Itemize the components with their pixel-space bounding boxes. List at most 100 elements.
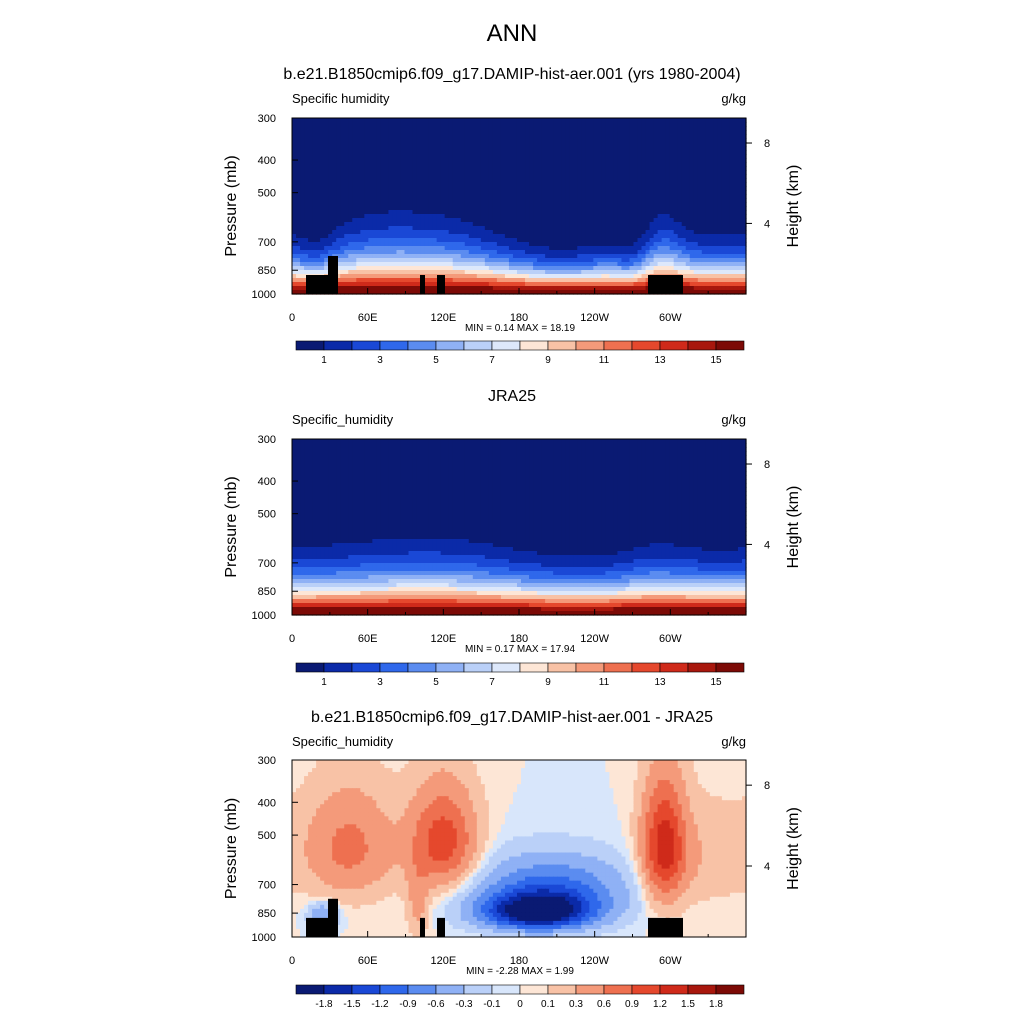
field-cell: [392, 138, 398, 143]
field-cell: [480, 254, 486, 259]
field-cell: [376, 170, 381, 175]
field-cell: [649, 162, 655, 167]
field-cell: [432, 186, 438, 191]
field-cell: [717, 226, 723, 231]
field-cell: [701, 130, 707, 135]
field-cell: [484, 258, 490, 263]
field-cell: [380, 262, 386, 267]
field-cell: [529, 270, 534, 275]
field-cell: [701, 250, 707, 255]
field-cell: [705, 222, 711, 227]
field-cell: [673, 222, 679, 227]
field-cell: [296, 234, 301, 239]
field-cell: [368, 170, 373, 175]
field-cell: [713, 262, 719, 267]
field-cell: [396, 190, 402, 195]
field-cell: [460, 226, 466, 231]
field-cell: [537, 274, 542, 279]
field-cell: [440, 254, 446, 259]
field-cell: [420, 190, 426, 195]
field-cell: [416, 254, 422, 259]
field-cell: [372, 174, 377, 179]
field-cell: [689, 282, 695, 287]
field-cell: [585, 206, 590, 211]
field-cell: [597, 178, 602, 183]
field-cell: [468, 230, 474, 235]
field-cell: [392, 238, 398, 243]
field-cell: [324, 178, 329, 183]
field-cell: [597, 166, 602, 171]
field-cell: [741, 286, 747, 291]
field-cell: [533, 186, 538, 191]
field-cell: [436, 118, 442, 123]
field-cell: [468, 234, 474, 239]
field-cell: [533, 126, 538, 131]
field-cell: [412, 198, 418, 203]
field-cell: [320, 174, 325, 179]
field-cell: [541, 174, 546, 179]
field-cell: [569, 222, 574, 227]
field-cell: [440, 158, 446, 163]
field-cell: [348, 118, 353, 123]
field-cell: [713, 174, 719, 179]
field-cell: [432, 226, 438, 231]
field-cell: [444, 246, 450, 251]
field-cell: [352, 218, 357, 223]
field-cell: [316, 146, 321, 151]
field-cell: [384, 186, 390, 191]
field-cell: [621, 190, 627, 195]
field-cell: [300, 286, 305, 291]
field-cell: [565, 290, 570, 295]
field-cell: [388, 118, 394, 123]
field-cell: [637, 206, 643, 211]
field-cell: [649, 222, 655, 227]
field-cell: [653, 262, 659, 267]
field-cell: [621, 258, 627, 263]
field-cell: [408, 138, 414, 143]
field-cell: [480, 214, 486, 219]
field-cell: [512, 242, 518, 247]
field-cell: [396, 262, 402, 267]
field-cell: [693, 286, 699, 291]
field-cell: [428, 162, 434, 167]
field-cell: [589, 186, 594, 191]
field-cell: [332, 182, 337, 187]
field-cell: [709, 142, 715, 147]
field-cell: [617, 242, 623, 247]
field-cell: [633, 122, 639, 127]
field-cell: [625, 142, 631, 147]
field-cell: [328, 226, 333, 231]
field-cell: [737, 118, 743, 123]
field-cell: [581, 134, 586, 139]
field-cell: [585, 226, 590, 231]
field-cell: [589, 126, 594, 131]
field-cell: [537, 218, 542, 223]
field-cell: [629, 154, 635, 159]
field-cell: [581, 222, 586, 227]
field-cell: [617, 238, 623, 243]
field-cell: [725, 122, 731, 127]
field-cell: [609, 270, 615, 275]
field-cell: [733, 162, 739, 167]
field-cell: [741, 226, 747, 231]
field-cell: [460, 134, 466, 139]
field-cell: [316, 266, 321, 271]
field-cell: [597, 230, 602, 235]
field-cell: [649, 182, 655, 187]
field-cell: [292, 250, 297, 255]
field-cell: [356, 178, 361, 183]
field-cell: [613, 182, 619, 187]
field-cell: [492, 202, 498, 207]
field-cell: [336, 230, 341, 235]
field-cell: [585, 162, 590, 167]
field-cell: [537, 174, 542, 179]
field-cell: [637, 134, 643, 139]
field-cell: [613, 150, 619, 155]
field-cell: [525, 254, 530, 259]
field-cell: [432, 222, 438, 227]
field-cell: [364, 238, 369, 243]
field-cell: [496, 190, 502, 195]
field-cell: [701, 190, 707, 195]
field-cell: [641, 214, 647, 219]
field-cell: [601, 178, 606, 183]
